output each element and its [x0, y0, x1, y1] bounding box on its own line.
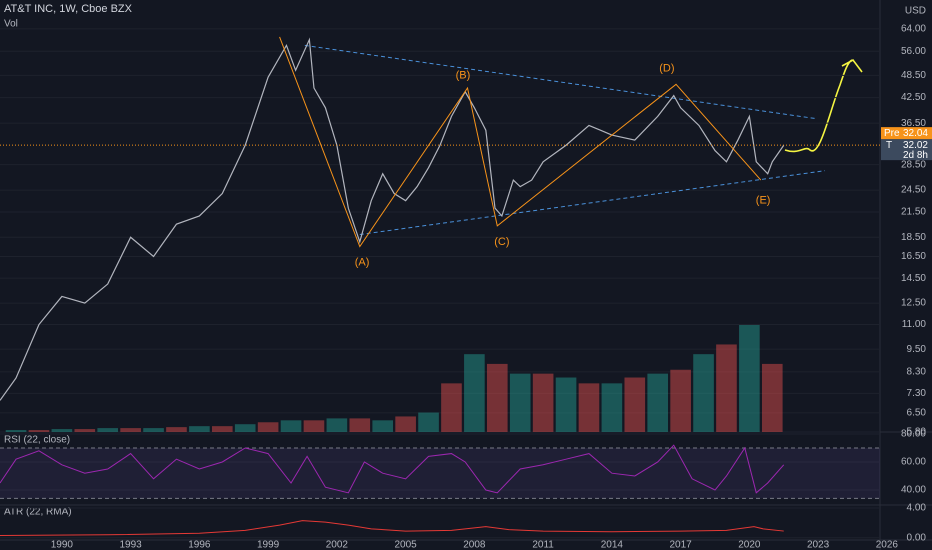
volume-bar — [143, 428, 164, 432]
volume-bar — [326, 418, 348, 432]
y-tick-label: 4.00 — [907, 503, 927, 514]
volume-bar — [234, 424, 256, 432]
y-tick-label: 14.50 — [901, 273, 926, 284]
volume-bar — [5, 430, 27, 432]
x-tick-label: 2017 — [670, 540, 693, 550]
x-tick-label: 2023 — [807, 540, 830, 550]
volume-bar — [280, 420, 302, 432]
y-tick-label: 0.00 — [907, 532, 927, 543]
volume-bar — [486, 363, 508, 432]
rsi-title: RSI (22, close) — [4, 435, 70, 446]
volume-bar — [372, 420, 394, 432]
trend-line — [304, 44, 816, 120]
y-tick-label: 42.50 — [901, 92, 926, 103]
volume-bar — [441, 383, 462, 432]
last-price-label: 32.02 — [903, 140, 928, 151]
volume-bar — [74, 429, 96, 432]
volume-bar — [716, 344, 737, 432]
y-tick-label: 56.00 — [901, 46, 926, 57]
price-line — [0, 520, 784, 537]
chart-title: AT&T INC, 1W, Cboe BZX — [4, 3, 133, 15]
volume-bar — [555, 377, 577, 432]
volume-bar — [624, 377, 646, 432]
last-price-box — [881, 139, 932, 161]
y-tick-label: 12.50 — [901, 298, 926, 309]
wave-path — [279, 36, 762, 248]
x-tick-label: 2026 — [876, 540, 899, 550]
volume-bar — [28, 430, 50, 432]
y-tick-label: 60.00 — [901, 457, 926, 468]
wave-label: (D) — [659, 63, 674, 75]
y-tick-label: 48.50 — [901, 70, 926, 81]
y-tick-label: 40.00 — [901, 485, 926, 496]
pre-price-box — [881, 127, 932, 140]
x-tick-label: 1990 — [51, 540, 74, 550]
x-tick-label: 2020 — [738, 540, 761, 550]
x-tick-label: 2011 — [532, 540, 554, 550]
volume-bar — [166, 427, 187, 432]
wave-label: (E) — [756, 195, 771, 207]
y-tick-label: 7.30 — [907, 388, 927, 399]
x-tick-label: 2014 — [601, 540, 624, 550]
x-tick-label: 1993 — [120, 540, 143, 550]
y-tick-label: 5.80 — [907, 427, 927, 438]
currency: USD — [905, 6, 926, 17]
volume-bar — [257, 422, 279, 432]
y-tick-label: 11.00 — [902, 319, 927, 330]
volume-bar — [739, 325, 760, 432]
y-tick-label: 36.50 — [901, 118, 926, 129]
volume-bar — [51, 429, 73, 432]
rsi-band — [0, 447, 880, 499]
price-line — [0, 37, 785, 401]
y-tick-label: 16.50 — [901, 251, 926, 262]
volume-bar — [761, 363, 783, 432]
volume-bar — [578, 383, 600, 432]
volume-bar — [693, 354, 714, 432]
volume-bar — [670, 369, 691, 432]
y-tick-label: 18.50 — [901, 232, 926, 243]
volume-bar — [532, 373, 554, 432]
x-tick-label: 2008 — [463, 540, 486, 550]
y-tick-label: 28.50 — [901, 159, 926, 170]
x-tick-label: 1996 — [188, 540, 211, 550]
wave-label: (B) — [456, 69, 471, 81]
volume-bar — [601, 383, 623, 432]
pre-price-label: 32.04 — [903, 128, 928, 139]
volume-bar — [97, 428, 119, 432]
volume-bar — [509, 373, 531, 432]
x-tick-label: 1999 — [257, 540, 280, 550]
y-tick-label: 80.00 — [901, 429, 926, 440]
x-tick-label: 2005 — [395, 540, 418, 550]
symbol: T — [886, 140, 892, 151]
y-tick-label: 6.50 — [907, 408, 927, 419]
wave-label: (A) — [355, 257, 370, 269]
y-tick-label: 8.30 — [907, 366, 927, 377]
volume-bar — [349, 418, 371, 432]
volume-bar — [418, 412, 439, 432]
trend-line — [359, 170, 826, 236]
volume-title: Vol — [4, 19, 18, 30]
volume-bar — [303, 420, 325, 432]
x-tick-label: 2002 — [326, 540, 349, 550]
volume-bar — [464, 354, 485, 432]
volume-bar — [395, 416, 416, 432]
atr-title: ATR (22, RMA) — [4, 507, 72, 518]
y-tick-label: 24.50 — [901, 185, 926, 196]
volume-bar — [189, 426, 210, 432]
wave-label: (C) — [494, 236, 509, 248]
pre-name: Pre — [884, 128, 900, 139]
y-tick-label: 64.00 — [901, 23, 926, 34]
y-tick-label: 9.50 — [907, 344, 927, 355]
freehand-arrow — [784, 58, 863, 153]
volume-bar — [647, 373, 669, 432]
price-line — [0, 444, 785, 494]
volume-bar — [120, 428, 141, 432]
countdown: 2d 8h — [903, 150, 928, 161]
y-tick-label: 21.50 — [901, 207, 926, 218]
volume-bar — [211, 426, 233, 432]
